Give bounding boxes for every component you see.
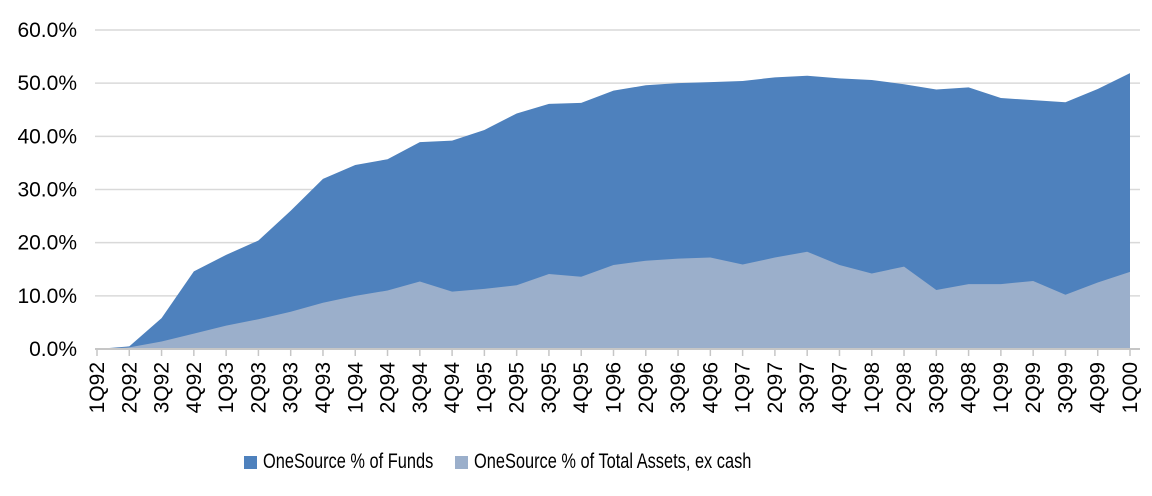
y-axis-tick-label: 50.0% xyxy=(17,72,77,95)
x-axis-tick-label: 2Q96 xyxy=(635,362,658,413)
x-axis-tick-label: 2Q97 xyxy=(764,362,787,413)
x-axis-tick-label: 1Q92 xyxy=(86,362,109,413)
legend-key-funds-swatch xyxy=(244,455,257,469)
y-axis-tick-label: 20.0% xyxy=(17,232,77,255)
y-axis-tick-label: 10.0% xyxy=(17,285,77,308)
x-axis-tick-label: 3Q96 xyxy=(667,362,690,413)
x-axis-tick-label: 1Q96 xyxy=(603,362,626,413)
x-axis-tick-label: 2Q99 xyxy=(1022,362,1045,413)
x-axis-tick-label: 4Q96 xyxy=(699,362,722,413)
x-axis-tick-label: 1Q93 xyxy=(215,362,238,413)
x-axis-tick-label: 4Q94 xyxy=(441,362,464,414)
x-axis-tick-label: 3Q97 xyxy=(796,362,819,413)
x-axis-tick-label: 1Q95 xyxy=(473,362,496,413)
y-axis-tick-label: 0.0% xyxy=(29,338,77,361)
x-axis-tick-label: 3Q95 xyxy=(538,362,561,413)
legend-item-assets[interactable]: OneSource % of Total Assets, ex cash xyxy=(455,451,830,473)
x-axis-tick-label: 4Q95 xyxy=(570,362,593,413)
x-axis-tick-label: 2Q94 xyxy=(377,362,400,414)
chart-legend: OneSource % of Funds OneSource % of Tota… xyxy=(0,451,1152,481)
x-axis-tick-label: 1Q00 xyxy=(1119,362,1142,413)
x-axis-tick-label: 3Q99 xyxy=(1054,362,1077,413)
x-axis-tick-label: 1Q97 xyxy=(732,362,755,413)
x-axis-tick-label: 3Q94 xyxy=(409,362,432,414)
y-axis-tick-label: 30.0% xyxy=(17,178,77,201)
x-axis-tick-label: 2Q98 xyxy=(893,362,916,413)
legend-label-funds: OneSource % of Funds xyxy=(263,450,434,473)
x-axis-tick-label: 2Q95 xyxy=(506,362,529,413)
x-axis-tick-label: 4Q93 xyxy=(312,362,335,413)
x-axis-tick-label: 4Q98 xyxy=(958,362,981,413)
plot-canvas: 0.0% 10.0% 20.0% 30.0% 40.0% 50.0% 60.0% 1Q92 2Q… xyxy=(17,19,1142,414)
legend-key-assets-swatch xyxy=(455,455,468,469)
x-axis-tick-label: 4Q97 xyxy=(828,362,851,413)
x-axis-tick-label: 4Q92 xyxy=(183,362,206,413)
x-axis-tick-label: 2Q92 xyxy=(118,362,141,413)
x-axis-tick-label: 1Q94 xyxy=(344,362,367,414)
legend-item-funds[interactable]: OneSource % of Funds xyxy=(244,451,481,473)
area-series-assets xyxy=(97,251,1130,349)
x-axis-tick-label: 3Q92 xyxy=(151,362,174,413)
y-axis-tick-label: 40.0% xyxy=(17,125,77,148)
x-axis-tick-label: 3Q98 xyxy=(925,362,948,413)
x-axis-tick-label: 1Q99 xyxy=(990,362,1013,413)
x-axis-tick-label: 1Q98 xyxy=(861,362,884,413)
x-axis-tick-label: 3Q93 xyxy=(280,362,303,413)
x-axis-tick-label: 4Q99 xyxy=(1087,362,1110,413)
x-axis-tick-label: 2Q93 xyxy=(247,362,270,413)
y-axis-tick-label: 60.0% xyxy=(17,19,77,42)
legend-label-assets: OneSource % of Total Assets, ex cash xyxy=(474,450,752,473)
